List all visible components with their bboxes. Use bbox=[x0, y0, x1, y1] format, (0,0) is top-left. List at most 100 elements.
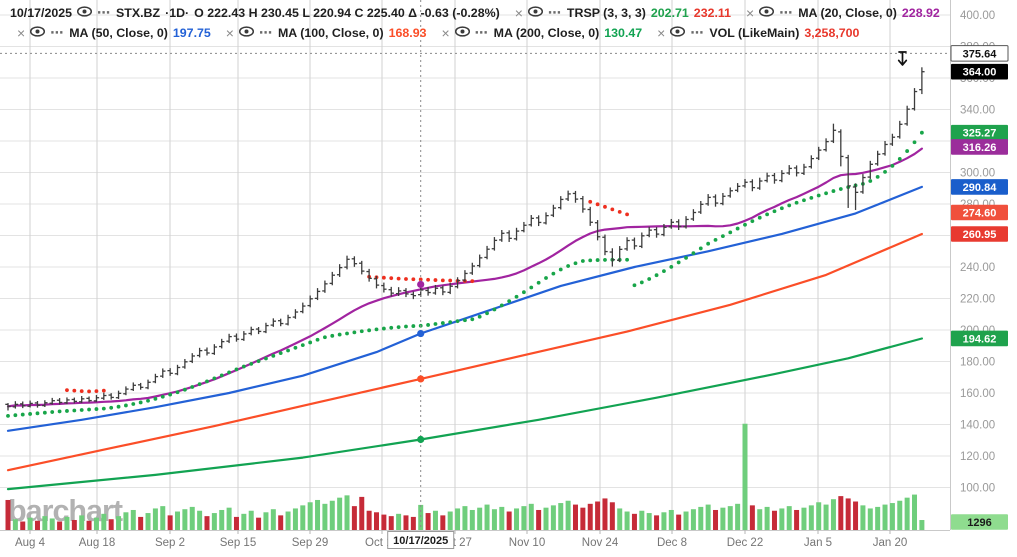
more-options-icon[interactable]: ⋯ bbox=[474, 25, 489, 40]
volume-bar bbox=[713, 509, 719, 530]
trsp-green-dot bbox=[676, 260, 681, 265]
more-options-icon[interactable]: ⋯ bbox=[690, 25, 705, 40]
symbol-label[interactable]: STX.BZ bbox=[116, 6, 161, 20]
volume-bar bbox=[816, 502, 822, 530]
ma50-value: 197.75 bbox=[172, 26, 211, 40]
volume-bars bbox=[5, 423, 925, 530]
trsp-green-dot bbox=[529, 285, 534, 290]
x-axis-label: Aug 18 bbox=[79, 537, 115, 549]
ma50-label[interactable]: MA (50, Close, 0) bbox=[69, 26, 168, 40]
y-axis-label: 100.00 bbox=[960, 482, 995, 494]
trsp-red-dot bbox=[411, 277, 416, 282]
volume-bar bbox=[904, 497, 910, 530]
trsp-red-dot bbox=[433, 278, 438, 282]
volume-bar bbox=[491, 509, 497, 530]
ma200-indicator-group: × ⋯ MA (200, Close, 0) 130.47 bbox=[441, 23, 647, 43]
trsp-green-dot bbox=[57, 409, 62, 414]
ma20-label[interactable]: MA (20, Close, 0) bbox=[798, 6, 897, 20]
volume-bar bbox=[550, 505, 556, 530]
trsp-green-dot bbox=[632, 283, 637, 288]
volume-bar bbox=[749, 505, 755, 530]
more-options-icon[interactable]: ⋯ bbox=[779, 5, 794, 20]
eye-icon[interactable] bbox=[527, 3, 543, 23]
eye-icon[interactable] bbox=[670, 23, 686, 43]
trsp-red-dot bbox=[625, 212, 629, 217]
trsp-green-dot bbox=[691, 251, 696, 256]
ma200-label[interactable]: MA (200, Close, 0) bbox=[493, 26, 600, 40]
eye-icon[interactable] bbox=[30, 23, 46, 43]
volume-bar bbox=[359, 496, 365, 530]
trsp-green-dot bbox=[50, 410, 55, 414]
ohlc-values: O 222.43 H 230.45 L 220.94 C 225.40 Δ -0… bbox=[194, 6, 500, 20]
y-axis-label: 220.00 bbox=[960, 293, 995, 305]
volume-bar bbox=[521, 506, 527, 530]
more-options-icon[interactable]: ⋯ bbox=[97, 5, 112, 20]
ma200-line bbox=[6, 337, 923, 491]
close-icon[interactable]: × bbox=[514, 5, 523, 21]
trsp-green-dot bbox=[698, 246, 703, 251]
volume-bar bbox=[351, 506, 357, 530]
close-icon[interactable]: × bbox=[17, 25, 26, 41]
close-icon[interactable]: × bbox=[441, 25, 450, 41]
volume-bar bbox=[366, 510, 372, 530]
trsp-green-dot bbox=[6, 413, 10, 418]
trsp-green-dot bbox=[890, 163, 895, 168]
trsp-green-dot bbox=[522, 290, 526, 295]
volume-bar bbox=[226, 507, 232, 530]
ma100-value: 168.93 bbox=[388, 26, 427, 40]
more-options-icon[interactable]: ⋯ bbox=[258, 25, 273, 40]
trsp-green-dot bbox=[13, 413, 18, 418]
volume-bar bbox=[528, 503, 534, 530]
trsp-green-dot bbox=[256, 359, 261, 364]
volume-bar bbox=[248, 510, 254, 530]
volume-bar bbox=[167, 515, 173, 530]
more-options-icon[interactable]: ⋯ bbox=[547, 5, 562, 20]
trsp-green-dot bbox=[662, 269, 666, 273]
close-icon[interactable]: × bbox=[225, 25, 234, 41]
y-axis-label: 300.00 bbox=[960, 167, 995, 179]
trsp-red-dot bbox=[87, 389, 91, 394]
trsp-green-dot bbox=[912, 140, 917, 145]
trsp-green-dot bbox=[138, 400, 143, 405]
volume-bar bbox=[558, 503, 564, 530]
trsp-green-dot bbox=[706, 241, 711, 246]
trsp-label[interactable]: TRSP (3, 3, 3) bbox=[566, 6, 646, 20]
trsp-green-dot bbox=[809, 195, 814, 200]
eye-icon[interactable] bbox=[76, 3, 93, 23]
volume-bar bbox=[145, 513, 151, 530]
volume-bar bbox=[536, 509, 542, 530]
volume-bar bbox=[425, 513, 431, 530]
trsp-green-dot bbox=[654, 273, 659, 278]
trsp-green-dot bbox=[315, 337, 320, 342]
ma20-indicator-group: × ⋯ MA (20, Close, 0) 228.92 bbox=[746, 3, 945, 23]
volume-bar bbox=[897, 500, 903, 530]
eye-icon[interactable] bbox=[238, 23, 255, 43]
volume-bar bbox=[595, 501, 601, 530]
y-axis-label: 400.00 bbox=[960, 10, 995, 22]
interval-label[interactable]: ·1D· bbox=[165, 6, 190, 20]
volume-bar bbox=[138, 516, 144, 530]
x-axis-label: Sep 2 bbox=[155, 537, 185, 549]
price-badge bbox=[951, 63, 1008, 80]
volume-bar bbox=[175, 511, 181, 530]
trsp-green-dot bbox=[448, 320, 453, 325]
trsp-green-dot bbox=[426, 323, 430, 327]
trsp-red-dot bbox=[72, 388, 77, 393]
vol-label[interactable]: VOL (LikeMain) bbox=[709, 26, 800, 40]
trsp-green-dot bbox=[787, 203, 792, 208]
eye-icon[interactable] bbox=[759, 3, 775, 23]
volume-bar bbox=[742, 423, 748, 530]
volume-bar bbox=[123, 512, 129, 530]
y-axis-label: 180.00 bbox=[960, 356, 995, 368]
trsp-green-dot bbox=[308, 340, 313, 345]
mouse-cursor-icon bbox=[897, 51, 908, 66]
ma100-label[interactable]: MA (100, Close, 0) bbox=[277, 26, 384, 40]
eye-icon[interactable] bbox=[454, 23, 470, 43]
volume-bar bbox=[572, 504, 578, 530]
more-options-icon[interactable]: ⋯ bbox=[50, 25, 65, 40]
volume-bar bbox=[381, 514, 387, 530]
y-axis-label: 160.00 bbox=[960, 388, 995, 400]
close-icon[interactable]: × bbox=[746, 5, 755, 21]
close-icon[interactable]: × bbox=[657, 25, 666, 41]
